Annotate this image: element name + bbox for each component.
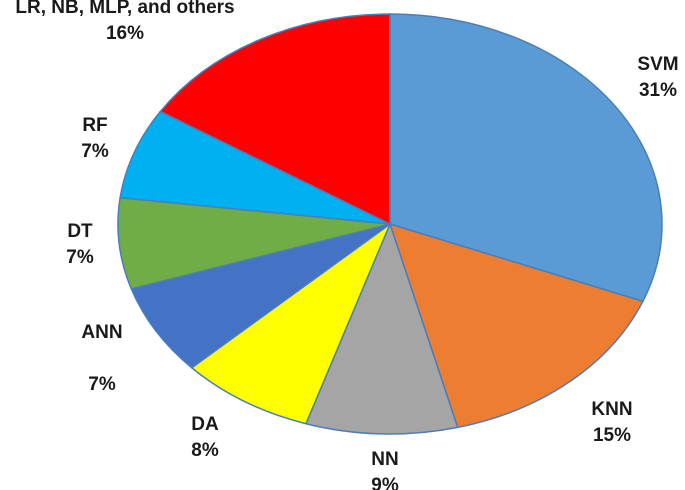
pie-slice-svm [389, 13, 663, 303]
slice-percent-da: 8% [191, 440, 219, 461]
pie-slice-lr-nb-mlp-and-others [159, 13, 391, 226]
slice-label-nn: NN [371, 449, 398, 470]
slice-label-ann: ANN [81, 322, 122, 343]
pie-slice-rf [119, 110, 391, 225]
slice-percent-dt: 7% [66, 247, 94, 268]
slice-percent-svm: 31% [639, 80, 677, 101]
slice-label-svm: SVM [637, 54, 678, 75]
slice-label-rf: RF [82, 115, 107, 136]
slice-label-knn: KNN [591, 399, 632, 420]
slice-label-lr-nb-mlp-and-others: LR, NB, MLP, and others [15, 0, 234, 18]
slice-percent-knn: 15% [593, 425, 631, 446]
slice-label-da: DA [191, 414, 219, 435]
slice-label-dt: DT [67, 221, 93, 242]
pie-slice-da [190, 221, 392, 425]
pie-slice-ann [130, 223, 391, 369]
pie-slice-knn [388, 222, 644, 429]
pie-labels: SVM 31% KNN 15% NN 9% DA 8% ANN 7% DT 7% RF 7% LR, NB,… [15, 0, 678, 490]
pie-slice-dt [117, 196, 391, 290]
slice-percent-nn: 9% [371, 475, 399, 490]
slice-percent-ann: 7% [88, 374, 116, 395]
slice-percent-lr-nb-mlp-and-others: 16% [106, 23, 144, 44]
slice-percent-rf: 7% [81, 141, 109, 162]
pie-slices [117, 13, 663, 435]
pie-slice-nn [304, 221, 459, 435]
